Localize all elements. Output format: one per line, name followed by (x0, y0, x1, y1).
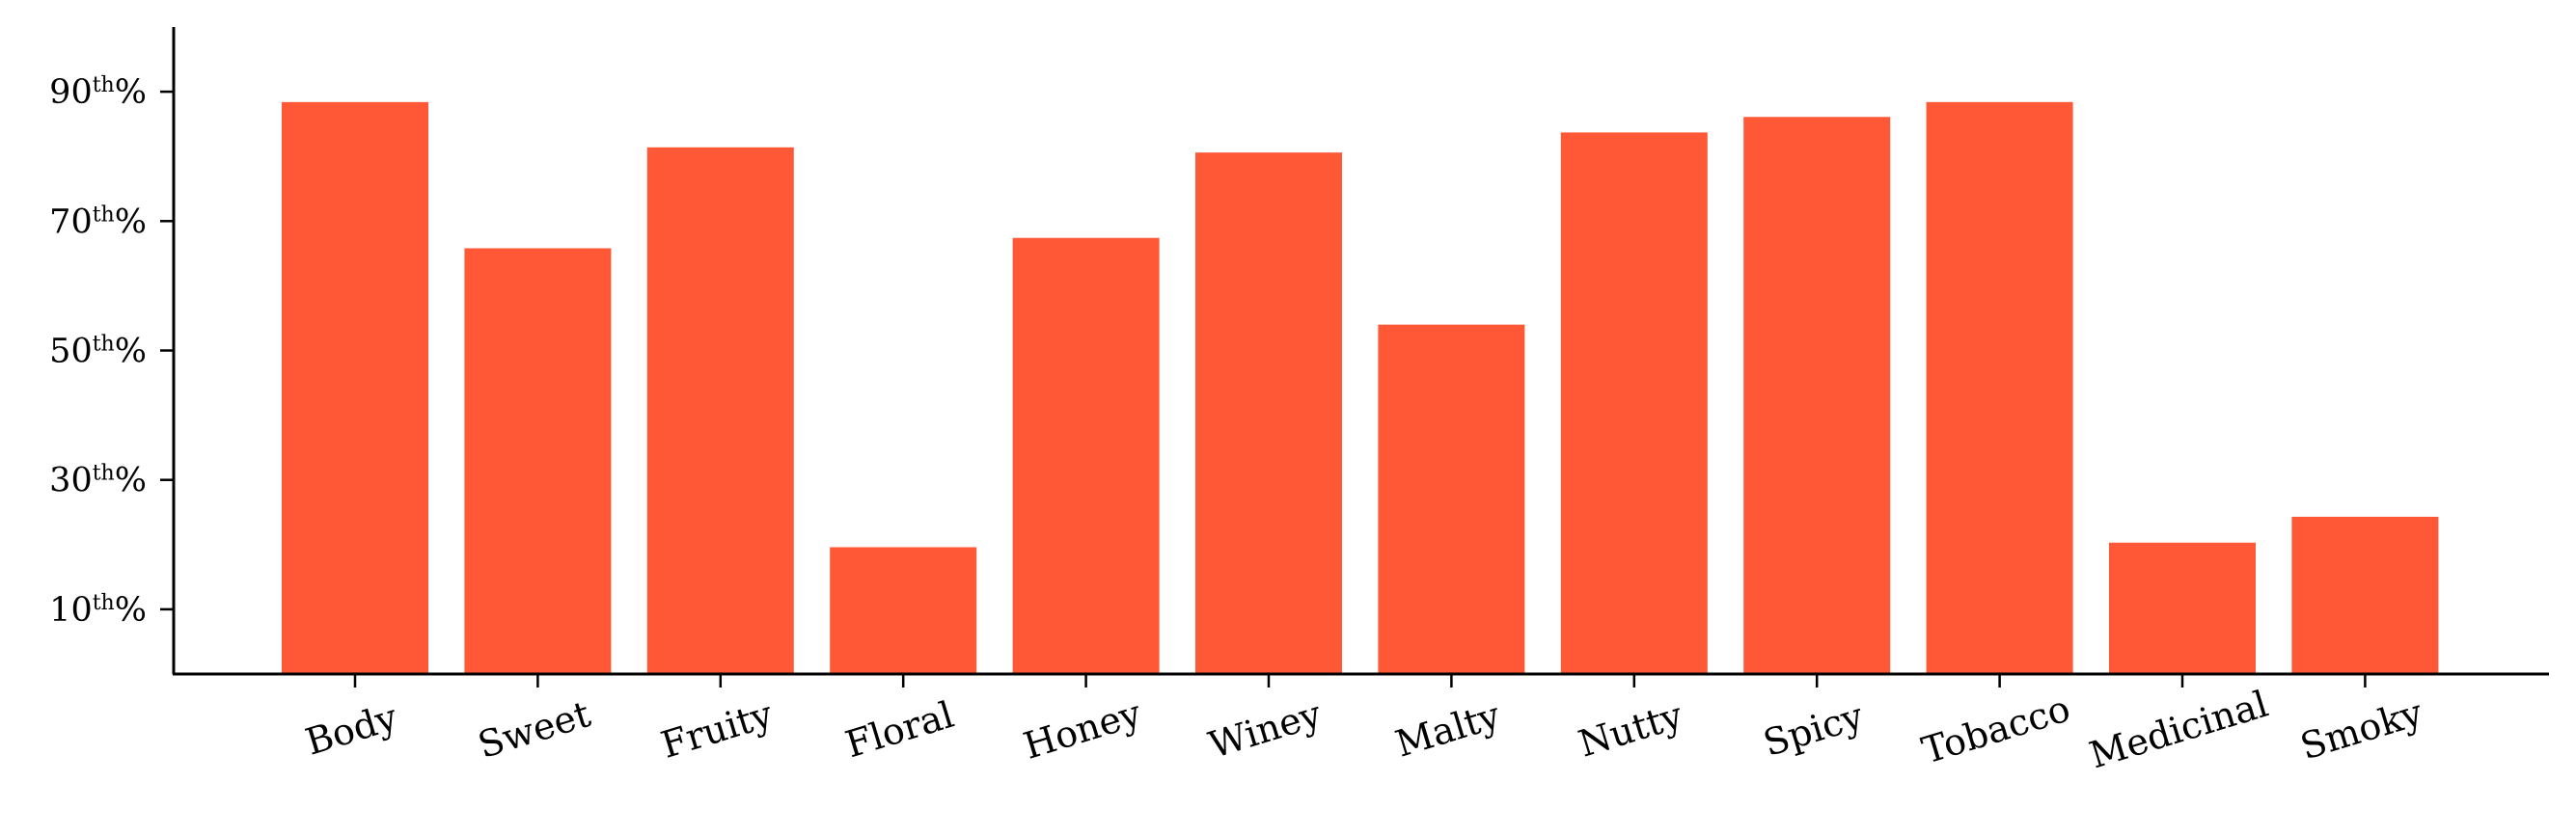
x-tick-label-spicy: Spicy (1759, 694, 1869, 765)
bar-floral (830, 547, 977, 674)
y-tick-label-10: 10th% (49, 591, 147, 630)
x-tick-label-smoky: Smoky (2295, 690, 2427, 768)
y-axis-ticks: 10th% 30th% 50th% 70th% 90th% (49, 73, 174, 630)
x-tick-label-body: Body (301, 695, 403, 763)
y-tick-label-50: 50th% (49, 333, 147, 371)
x-tick-label-medicinal: Medicinal (2085, 683, 2273, 777)
bar-nutty (1560, 132, 1708, 675)
bar-spicy (1743, 117, 1891, 675)
x-tick-label-honey: Honey (1019, 691, 1146, 768)
bar-winey (1195, 152, 1342, 674)
x-tick-label-nutty: Nutty (1574, 693, 1687, 765)
x-axis-ticks: Body Sweet Fruity Floral Honey Winey Malty Nutt… (301, 674, 2427, 777)
bar-sweet (464, 248, 612, 674)
y-tick-label-30: 30th% (49, 462, 147, 500)
x-tick-label-floral: Floral (840, 693, 958, 767)
bar-medicinal (2109, 542, 2256, 674)
x-tick-label-malty: Malty (1390, 693, 1505, 766)
x-tick-label-winey: Winey (1204, 692, 1327, 767)
y-tick-label-90: 90th% (49, 73, 147, 112)
bar-body (282, 101, 428, 674)
x-tick-label-tobacco: Tobacco (1917, 687, 2075, 771)
bar-tobacco (1926, 101, 2073, 674)
x-tick-label-fruity: Fruity (656, 692, 778, 767)
x-tick-label-sweet: Sweet (473, 692, 594, 767)
y-tick-label-70: 70th% (49, 202, 147, 241)
bar-fruity (646, 147, 794, 674)
bar-malty (1378, 324, 1525, 674)
bar-honey (1012, 237, 1160, 674)
bar-smoky (2291, 516, 2439, 674)
bars-group (282, 101, 2439, 675)
